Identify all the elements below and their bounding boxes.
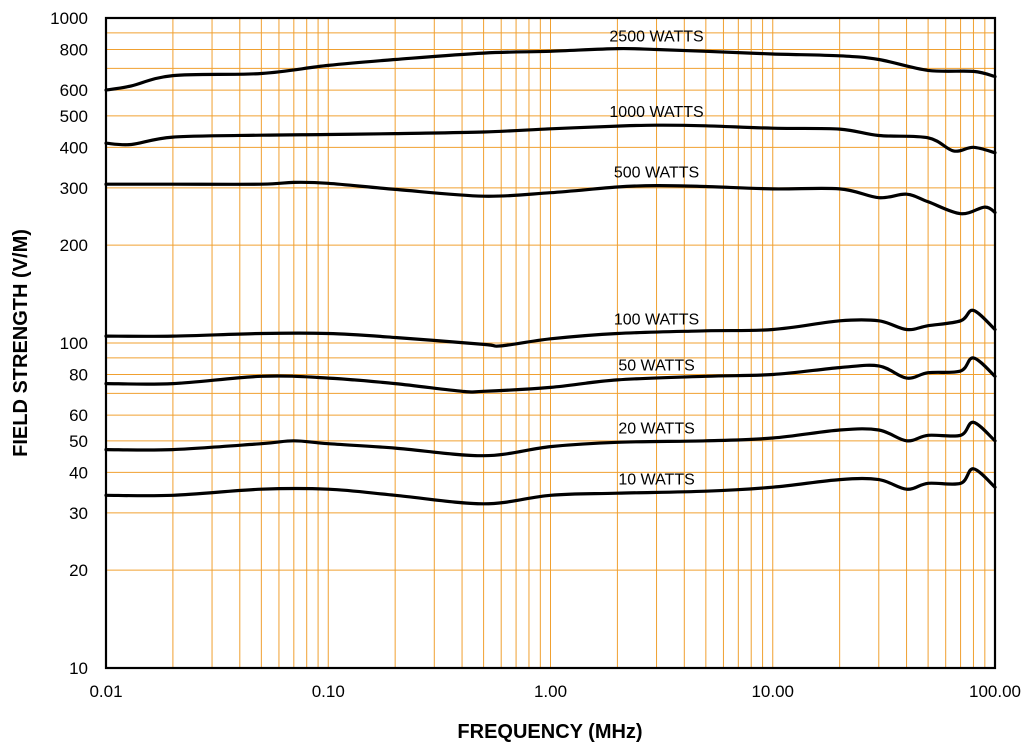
y-tick-label: 60 xyxy=(69,406,88,425)
x-axis-title: FREQUENCY (MHz) xyxy=(457,721,642,743)
series-label: 500 WATTS xyxy=(614,165,699,182)
y-tick-label: 800 xyxy=(60,40,88,59)
series-label: 50 WATTS xyxy=(618,357,694,374)
x-tick-label: 1.00 xyxy=(534,682,567,701)
y-tick-labels: 10 20 30 40 50 60 80 100 200 300 400 500 600 800 1000 xyxy=(50,9,88,678)
y-axis-title: FIELD STRENGTH (V/M) xyxy=(10,229,32,457)
y-tick-label: 80 xyxy=(69,365,88,384)
series-line xyxy=(104,420,997,458)
series-label: 10 WATTS xyxy=(618,471,694,488)
y-tick-label: 100 xyxy=(60,334,88,353)
series-label: 2500 WATTS xyxy=(609,28,703,45)
series-label: 20 WATTS xyxy=(618,421,694,438)
y-tick-label: 10 xyxy=(69,659,88,678)
series-line xyxy=(104,467,997,506)
series-line xyxy=(104,356,997,394)
grid xyxy=(106,18,995,668)
series-line xyxy=(104,308,997,348)
y-tick-label: 600 xyxy=(60,81,88,100)
series-line xyxy=(104,46,997,92)
y-tick-label: 200 xyxy=(60,236,88,255)
x-tick-label: 0.10 xyxy=(312,682,345,701)
x-tick-label: 0.01 xyxy=(89,682,122,701)
y-tick-label: 50 xyxy=(69,432,88,451)
y-tick-label: 30 xyxy=(69,504,88,523)
y-tick-label: 300 xyxy=(60,179,88,198)
y-tick-label: 400 xyxy=(60,138,88,157)
plot-frame xyxy=(104,16,997,670)
y-tick-label: 500 xyxy=(60,107,88,126)
series-label: 1000 WATTS xyxy=(609,104,703,121)
y-tick-label: 40 xyxy=(69,463,88,482)
x-tick-labels: 0.01 0.10 1.00 10.00 100.00 xyxy=(89,682,1021,701)
series-label: 100 WATTS xyxy=(614,311,699,328)
series-labels: 2500 WATTS 1000 WATTS 500 WATTS 100 WATTS 50… xyxy=(609,28,703,488)
x-tick-label: 100.00 xyxy=(969,682,1021,701)
series-line xyxy=(104,180,997,216)
y-tick-label: 1000 xyxy=(50,9,88,28)
series-lines xyxy=(104,46,997,506)
y-tick-label: 20 xyxy=(69,561,88,580)
x-tick-label: 10.00 xyxy=(751,682,794,701)
series-line xyxy=(104,123,997,155)
